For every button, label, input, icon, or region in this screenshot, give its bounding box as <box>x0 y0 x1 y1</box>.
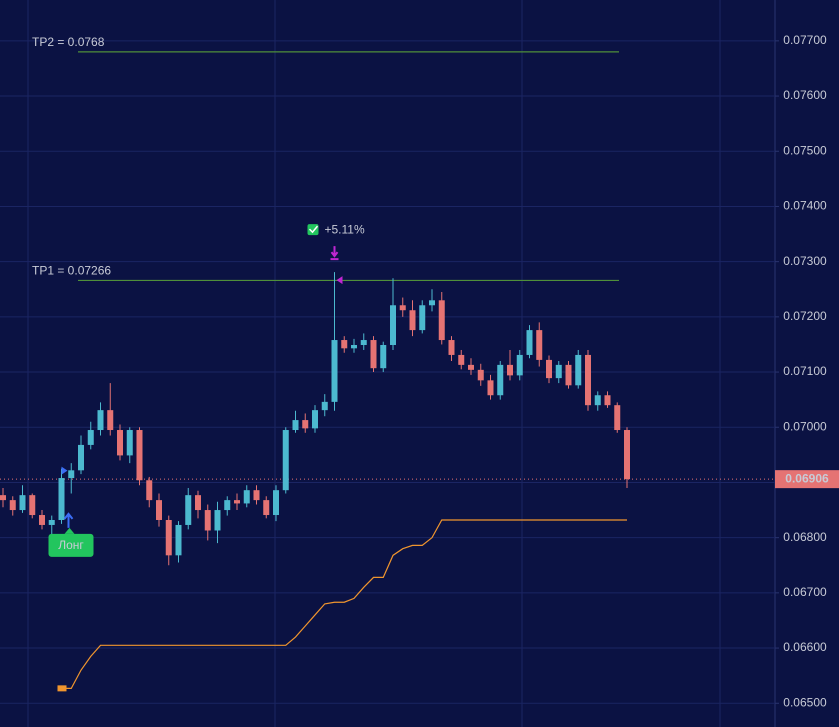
profit-label: +5.11% <box>325 222 365 236</box>
candle-body <box>9 500 16 511</box>
candle-body <box>175 524 182 556</box>
candle-body <box>438 300 445 341</box>
candle-body <box>458 354 465 365</box>
candle-body <box>507 364 513 376</box>
y-tick-label: 0.07700 <box>783 33 827 47</box>
y-tick-label: 0.07100 <box>783 364 827 378</box>
candle-body <box>429 300 435 306</box>
candle-body <box>604 395 611 406</box>
stop-start-marker <box>57 685 67 692</box>
candle-body <box>78 444 84 471</box>
y-tick-label: 0.07000 <box>783 419 827 433</box>
candle-body <box>614 405 621 431</box>
candle-body <box>351 345 357 349</box>
y-tick-label: 0.06500 <box>783 695 827 709</box>
candle-body <box>302 420 309 429</box>
check-mark <box>308 225 319 234</box>
candle-body <box>126 430 133 456</box>
candle-body <box>360 340 367 346</box>
check-icon <box>307 224 319 236</box>
candle-body <box>341 340 348 349</box>
candle-body <box>477 369 484 381</box>
candle-body <box>419 305 426 331</box>
candle-body <box>516 354 523 376</box>
candle-body <box>565 364 572 386</box>
candle-body <box>0 495 6 501</box>
candle-body <box>624 430 630 480</box>
candle-body <box>185 495 192 525</box>
candle-body <box>253 490 260 501</box>
candle-body <box>273 490 279 516</box>
candle-body <box>146 480 153 501</box>
last-price-label: 0.06906 <box>785 471 829 485</box>
candle-body <box>321 401 328 411</box>
candle-body <box>117 430 123 456</box>
candle-body <box>58 478 65 520</box>
y-tick-label: 0.06800 <box>783 530 827 544</box>
candle-body <box>224 500 231 511</box>
candle-body <box>487 380 494 396</box>
candle-body <box>243 490 250 504</box>
candle-body <box>204 510 211 531</box>
candle-body <box>399 305 406 311</box>
candle-body <box>292 420 299 431</box>
candle-body <box>107 410 114 431</box>
y-tick-label: 0.06600 <box>783 640 827 654</box>
candle-body <box>536 330 543 360</box>
candle-body <box>165 519 172 556</box>
y-tick-label: 0.06700 <box>783 585 827 599</box>
entry-arrow <box>63 512 74 528</box>
exit-arrow <box>330 246 339 261</box>
candle-body <box>546 359 552 379</box>
y-tick-label: 0.07500 <box>783 143 827 157</box>
candle-body <box>282 430 289 491</box>
candle-body <box>312 410 318 429</box>
candle-body <box>29 495 36 516</box>
candle-body <box>195 495 201 511</box>
candle-body <box>585 354 591 406</box>
candle-body <box>19 495 26 511</box>
candle-body <box>380 345 387 369</box>
last-price-box <box>775 470 839 489</box>
exit-marker <box>336 276 343 285</box>
candle-body <box>409 310 416 331</box>
candle-body <box>39 515 45 525</box>
candle-body <box>497 364 504 396</box>
y-tick-label: 0.07600 <box>783 88 827 102</box>
candle-body <box>87 430 94 445</box>
candle-body <box>448 340 455 355</box>
candle-body <box>234 500 240 504</box>
candle-body <box>214 510 221 531</box>
candle-body <box>555 364 562 379</box>
candle-body <box>48 519 55 525</box>
candle-body <box>575 354 582 386</box>
candle-body <box>156 500 162 520</box>
candle-body <box>468 364 474 370</box>
candle-body <box>97 410 104 431</box>
candle-body <box>390 305 396 346</box>
y-tick-label: 0.07200 <box>783 309 827 323</box>
entry-badge <box>48 533 94 557</box>
stop-line <box>61 519 627 689</box>
entry-label: Лонг <box>58 538 84 552</box>
candle-body <box>331 340 338 402</box>
candle-body <box>526 330 533 355</box>
y-tick-label: 0.07400 <box>783 199 827 213</box>
y-tick-label: 0.07300 <box>783 254 827 268</box>
candle-body <box>370 340 377 369</box>
entry-pointer <box>64 527 75 534</box>
candle-body <box>594 395 601 406</box>
tp-label: TP2 = 0.0768 <box>32 35 105 49</box>
tp-label: TP1 = 0.07266 <box>32 264 111 278</box>
candle-body <box>68 470 75 479</box>
candle-body <box>263 500 270 516</box>
candle-body <box>136 430 143 481</box>
entry-marker <box>61 466 68 475</box>
